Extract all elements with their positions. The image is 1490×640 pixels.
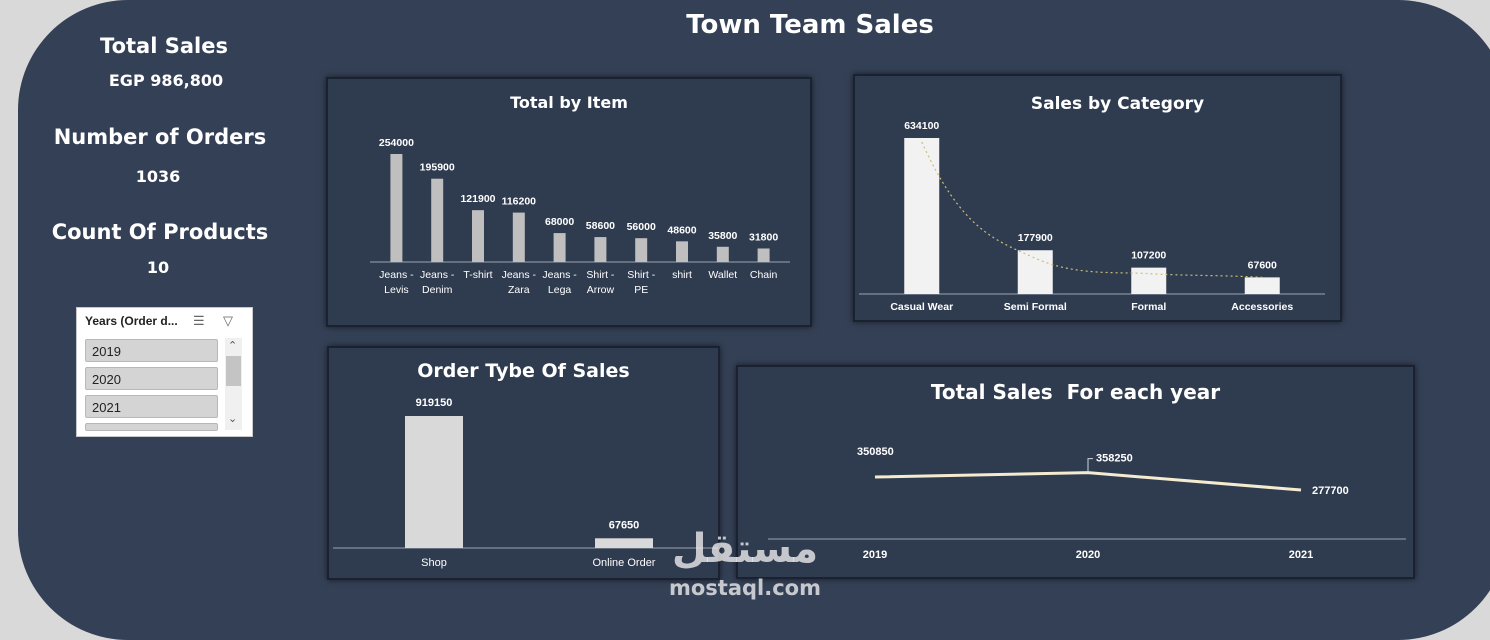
trendline	[921, 141, 1263, 278]
bar	[405, 416, 463, 548]
data-label: 68000	[545, 216, 574, 228]
category-label: Levis	[384, 284, 409, 296]
bar	[595, 538, 653, 548]
yearly-sales-chart: 350850 2019 358250 2020 277700 2021	[768, 446, 1406, 561]
total-by-item-title: Total by Item	[510, 93, 628, 112]
bar	[594, 237, 607, 262]
total-by-item-chart: 254000 Jeans - Levis 195900 Jeans - Denim 1219…	[370, 137, 790, 296]
order-type-title: Order Tybe Of Sales	[417, 360, 630, 382]
category-label: Formal	[1131, 301, 1166, 313]
category-label: Shop	[421, 557, 447, 569]
total-sales-label: Total Sales	[100, 34, 228, 58]
data-label: 56000	[627, 221, 656, 233]
category-label: T-shirt	[463, 269, 492, 281]
orders-value: 1036	[135, 167, 181, 186]
yearly-sales-title: Total Sales For each year	[930, 380, 1221, 404]
sales-by-category-title: Sales by Category	[1030, 94, 1205, 114]
series-line	[874, 471, 1302, 492]
scroll-down-icon[interactable]: ⌄	[228, 413, 238, 425]
category-label: Lega	[548, 284, 572, 296]
bar	[1131, 267, 1167, 294]
watermark-latin: mostaql.com	[669, 576, 821, 600]
category-label: Online Order	[593, 557, 656, 569]
data-label: 58600	[586, 220, 615, 232]
data-label: 634100	[904, 120, 939, 132]
slicer-item-2019[interactable]: 2019	[85, 339, 218, 362]
products-label: Count Of Products	[51, 220, 269, 244]
category-label: Chain	[750, 269, 778, 281]
bar	[635, 238, 648, 262]
dashboard-title: Town Team Sales	[686, 10, 934, 40]
data-label: 48600	[667, 224, 696, 236]
data-label: 195900	[420, 162, 455, 174]
slicer-scrollbar[interactable]: ⌃ ⌄	[225, 338, 242, 430]
data-label: 35800	[708, 230, 737, 242]
data-label: 67650	[609, 519, 640, 531]
category-label: Zara	[508, 284, 530, 296]
sales-by-category-panel: Sales by Category 634100 Casual Wear 17790…	[853, 74, 1342, 322]
category-label: 2020	[1076, 549, 1100, 561]
bar	[676, 241, 688, 262]
category-label: Jeans -	[502, 269, 537, 281]
scroll-thumb[interactable]	[226, 356, 241, 386]
clear-filter-icon[interactable]: ▽	[223, 313, 233, 328]
data-label: 116200	[502, 196, 537, 208]
slicer-item-2021[interactable]: 2021	[85, 395, 218, 418]
orders-label: Number of Orders	[53, 125, 267, 149]
category-label: Casual Wear	[890, 301, 953, 313]
bar	[716, 246, 729, 262]
data-label: 121900	[460, 193, 495, 205]
data-label: 358250	[1096, 453, 1133, 465]
bar	[1244, 277, 1280, 294]
sales-by-category-chart: 634100 Casual Wear 177900 Semi Formal 107200…	[859, 120, 1325, 313]
label-leader	[1087, 458, 1093, 473]
bar	[431, 178, 444, 262]
category-label: Jeans -	[542, 269, 577, 281]
bar	[757, 248, 770, 262]
slicer-item-2020[interactable]: 2020	[85, 367, 218, 390]
total-sales-value: EGP 986,800	[108, 71, 224, 90]
scroll-up-icon[interactable]: ⌃	[228, 340, 238, 352]
data-label: 67600	[1248, 259, 1277, 271]
total-by-item-panel: Total by Item 254000 Jeans - Levis 195900 Je…	[326, 77, 812, 327]
category-label: PE	[634, 284, 648, 296]
category-label: 2019	[863, 549, 887, 561]
data-label: 177900	[1018, 232, 1053, 244]
category-label: 2021	[1289, 549, 1313, 561]
bar	[904, 138, 940, 294]
category-label: Arrow	[587, 284, 615, 296]
years-slicer[interactable]: Years (Order d... ☰ ▽ 2019 2020 2021 ⌃ ⌄	[76, 307, 253, 437]
bar	[553, 233, 566, 262]
category-label: Accessories	[1231, 301, 1293, 313]
data-label: 919150	[416, 397, 453, 409]
data-label: 277700	[1312, 485, 1349, 497]
category-label: Wallet	[708, 269, 737, 281]
category-label: Denim	[422, 284, 453, 296]
watermark-arabic: مستقل	[671, 526, 819, 572]
category-label: Jeans -	[379, 269, 414, 281]
data-label: 350850	[857, 446, 894, 458]
bar	[1017, 250, 1053, 294]
bar	[472, 210, 484, 262]
category-label: Shirt -	[627, 269, 656, 281]
order-type-chart: 919150 Shop 67650 Online Order	[333, 397, 718, 569]
slicer-item-partial[interactable]	[85, 423, 218, 431]
category-label: Jeans -	[420, 269, 455, 281]
category-label: Shirt -	[586, 269, 615, 281]
slicer-header: Years (Order d...	[85, 314, 178, 328]
data-label: 31800	[749, 231, 778, 243]
multi-select-icon[interactable]: ☰	[193, 313, 205, 328]
yearly-sales-panel: Total Sales For each year 350850 2019 3582…	[736, 365, 1415, 579]
bar	[390, 154, 403, 262]
data-label: 254000	[379, 137, 414, 149]
category-label: shirt	[672, 269, 692, 281]
products-value: 10	[146, 258, 170, 277]
bar	[512, 212, 525, 262]
category-label: Semi Formal	[1004, 301, 1067, 313]
data-label: 107200	[1131, 250, 1166, 262]
order-type-panel: Order Tybe Of Sales 919150 Shop 67650 Onlin…	[327, 346, 720, 580]
